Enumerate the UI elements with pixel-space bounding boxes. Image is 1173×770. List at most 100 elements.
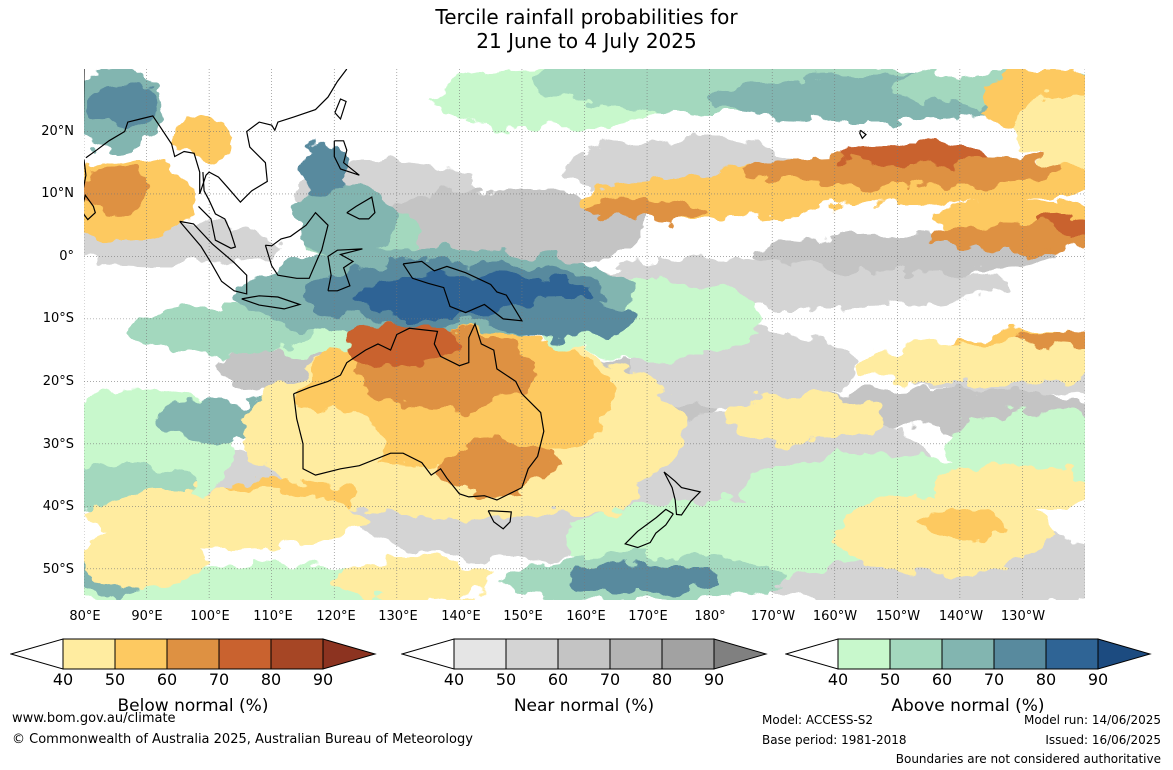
near-tick: 40	[443, 670, 465, 689]
lon-label: 150°W	[875, 609, 921, 624]
near-tick: 50	[495, 670, 517, 689]
malay-peninsula-coast	[198, 172, 237, 249]
below-probability-region	[84, 529, 204, 589]
low-end-triangle	[785, 638, 839, 670]
taiwan-coast	[334, 98, 347, 121]
below-probability-region	[264, 409, 384, 489]
high-end-triangle	[322, 638, 377, 670]
below-probability-region	[934, 223, 1074, 251]
below-tick: 40	[52, 670, 74, 689]
below-tick: 60	[156, 670, 178, 689]
below-probability-region	[854, 342, 1085, 386]
below-tick: 80	[260, 670, 282, 689]
new-zealand-north-coast	[663, 471, 702, 516]
above-probability-region	[89, 84, 159, 124]
below-normal-colorbar	[10, 638, 377, 670]
below-tick: 50	[104, 670, 126, 689]
near-normal-title: Near normal (%)	[513, 696, 655, 716]
near-tick: 80	[651, 670, 673, 689]
near-tick: 60	[547, 670, 569, 689]
lon-label: 160°W	[812, 609, 858, 624]
website-link[interactable]: www.bom.gov.au/climate	[12, 711, 176, 726]
below-probability-region	[174, 119, 234, 159]
new-guinea-coast	[402, 260, 524, 322]
colorbar-swatch	[889, 638, 943, 670]
below-probability-region	[934, 464, 1085, 514]
above-tick: 50	[879, 670, 901, 689]
rainfall-probability-map	[84, 69, 1085, 600]
new-zealand-south-coast	[624, 508, 674, 549]
colorbar-swatch	[505, 638, 559, 670]
colorbar-swatch	[270, 638, 324, 670]
below-probability-region	[84, 164, 149, 214]
colorbar-swatch	[557, 638, 611, 670]
map-title-line1: Tercile rainfall probabilities for	[435, 5, 738, 29]
sri-lanka-coast	[84, 193, 96, 221]
lon-label: 130°E	[378, 609, 418, 624]
colorbar-swatch	[62, 638, 116, 670]
above-normal-title: Above normal (%)	[891, 696, 1045, 716]
lon-label: 180°	[694, 609, 726, 624]
above-tick: 90	[1087, 670, 1109, 689]
lat-label: 0°	[59, 249, 74, 264]
below-tick: 70	[208, 670, 230, 689]
indochina-coast	[199, 69, 348, 203]
low-end-triangle	[401, 638, 455, 670]
above-tick: 80	[1035, 670, 1057, 689]
below-probability-region	[344, 322, 464, 366]
below-probability-region	[584, 197, 704, 221]
high-end-triangle	[713, 638, 768, 670]
lon-label: 90°E	[131, 609, 163, 624]
near-normal-colorbar	[401, 638, 768, 670]
lon-label: 110°E	[253, 609, 293, 624]
sumatra-coast	[179, 220, 248, 295]
below-tick: 90	[312, 670, 334, 689]
colorbar-swatch	[941, 638, 995, 670]
colorbar-swatch	[114, 638, 168, 670]
copyright-text: © Commonwealth of Australia 2025, Austra…	[12, 732, 473, 747]
below-probability-region	[834, 142, 994, 166]
above-tick: 70	[983, 670, 1005, 689]
colorbar-swatch	[993, 638, 1047, 670]
lon-label: 120°E	[316, 609, 356, 624]
lon-label: 160°E	[566, 609, 606, 624]
near-tick: 70	[599, 670, 621, 689]
probability-field	[84, 69, 1085, 600]
below-probability-region	[524, 464, 644, 514]
above-tick: 60	[931, 670, 953, 689]
lon-label: 140°E	[441, 609, 481, 624]
boundary-disclaimer: Boundaries are not considered authoritat…	[895, 752, 1161, 766]
above-probability-region	[564, 564, 724, 594]
lon-label: 100°E	[190, 609, 230, 624]
colorbar-swatch	[453, 638, 507, 670]
lat-label: 40°S	[42, 499, 74, 514]
lon-label: 80°E	[69, 609, 101, 624]
hawaii-coast	[859, 129, 867, 140]
lat-label: 10°N	[41, 186, 74, 201]
colorbar-swatch	[837, 638, 891, 670]
lon-label: 150°E	[503, 609, 543, 624]
colorbar-swatch	[1045, 638, 1099, 670]
colorbar-swatch	[661, 638, 715, 670]
lon-label: 170°W	[750, 609, 796, 624]
colorbar-swatch	[609, 638, 663, 670]
below-probability-region	[334, 559, 494, 599]
map-title-line2: 21 June to 4 July 2025	[476, 29, 697, 53]
below-probability-region	[924, 510, 1004, 538]
issued-date: Issued: 16/06/2025	[1045, 733, 1161, 747]
below-probability-region	[724, 394, 884, 444]
lat-label: 20°N	[41, 124, 74, 139]
sulawesi-coast	[327, 248, 363, 292]
philippines-mindanao-coast	[346, 196, 376, 220]
australia-coast	[293, 322, 545, 501]
lat-label: 20°S	[42, 374, 74, 389]
colorbar-swatch	[218, 638, 272, 670]
lat-label: 30°S	[42, 437, 74, 452]
above-normal-colorbar	[785, 638, 1152, 670]
java-coast	[241, 295, 302, 310]
coastlines	[84, 69, 867, 549]
model-run-date: Model run: 14/06/2025	[1023, 713, 1161, 727]
borneo-coast	[264, 211, 329, 279]
base-period: Base period: 1981-2018	[762, 733, 907, 747]
lat-label: 10°S	[42, 311, 74, 326]
